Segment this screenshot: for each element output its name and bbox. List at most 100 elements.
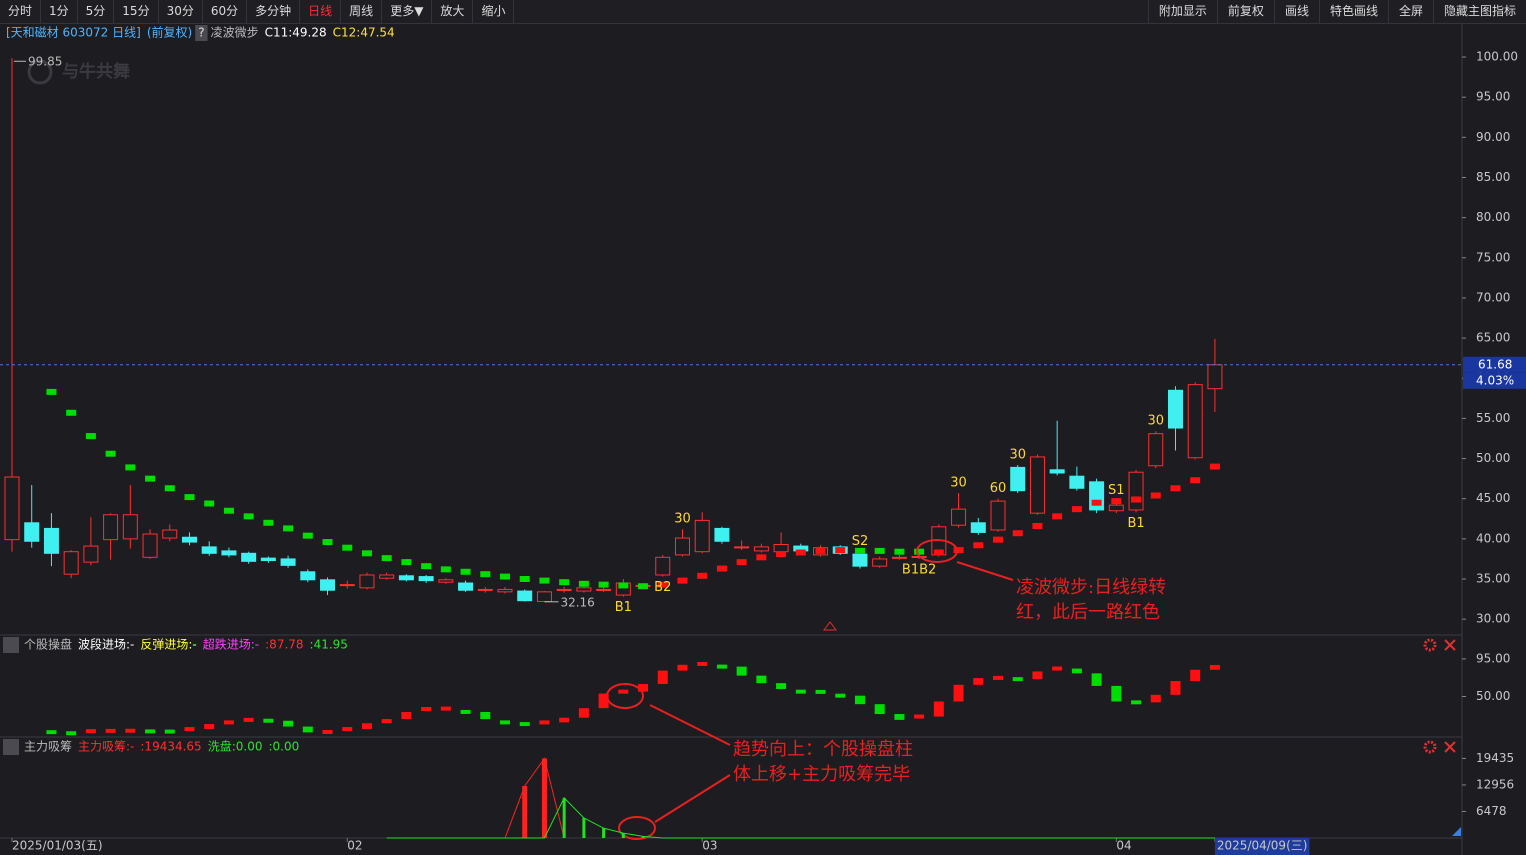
- signal-bar: [519, 576, 530, 583]
- candle-body: [1148, 433, 1164, 467]
- candle-body: [1049, 469, 1065, 474]
- indicator-bar: [894, 714, 905, 720]
- indicator-bar: [914, 714, 925, 719]
- help-box: [3, 637, 19, 653]
- indicator-bar: [1131, 700, 1142, 705]
- candle-body: [359, 574, 375, 589]
- candle-body: [872, 558, 888, 567]
- signal-bar: [697, 572, 708, 579]
- signal-bar: [1111, 498, 1122, 505]
- annotation: 趋势向上：个股操盘柱: [733, 739, 913, 760]
- signal-bar: [539, 577, 550, 584]
- close-icon[interactable]: [1444, 741, 1456, 753]
- close-x: [1444, 741, 1456, 753]
- candle-body: [852, 553, 868, 567]
- y-tick-label: 65.00: [1476, 331, 1510, 345]
- y-tick-label: 50.00: [1476, 451, 1510, 465]
- toolbar-button[interactable]: 周线: [341, 0, 383, 23]
- header-text: C12:47.54: [333, 26, 395, 40]
- toolbar-button[interactable]: 更多▼: [382, 0, 433, 23]
- indicator-bar: [854, 695, 865, 705]
- indicator-bar: [1012, 677, 1023, 682]
- x-label-highlight: [1214, 838, 1310, 855]
- change-label: 4.03%: [1476, 373, 1514, 387]
- signal-bar: [756, 554, 767, 561]
- toolbar-button[interactable]: 特色画线: [1318, 0, 1388, 23]
- close-x: [1444, 639, 1456, 651]
- marker-triangle: [823, 621, 837, 631]
- header-text: ?: [198, 26, 204, 40]
- indicator-bar: [243, 717, 254, 722]
- header-text: 洗盘:0.00: [208, 739, 263, 754]
- candle-body: [24, 522, 40, 542]
- toolbar-button[interactable]: 放大: [432, 0, 474, 23]
- indicator-bar: [657, 670, 668, 684]
- indicator-bar: [164, 729, 175, 734]
- signal-bar: [145, 475, 156, 482]
- settings-icon[interactable]: [1423, 740, 1437, 754]
- signal-bar: [302, 532, 313, 539]
- candle-body: [596, 588, 612, 591]
- indicator-bar: [361, 723, 372, 730]
- indicator-bar: [559, 717, 570, 723]
- toolbar-button[interactable]: 隐藏主图指标: [1432, 0, 1526, 23]
- low-label: 32.16: [560, 595, 594, 609]
- y-tick-label: 12956: [1476, 777, 1514, 791]
- signal-bar: [716, 565, 727, 572]
- annotation-pointer: [649, 704, 731, 746]
- toolbar-button[interactable]: 30分: [159, 0, 203, 23]
- change-box: [1463, 372, 1526, 389]
- corner-triangle: [1452, 827, 1461, 836]
- signal-bar: [815, 547, 826, 554]
- x-tick-label: 2025/04/09(三): [1217, 839, 1308, 853]
- signal-bar: [973, 542, 984, 549]
- signal-bar: [105, 450, 116, 457]
- toolbar-button[interactable]: 画线: [1273, 0, 1319, 23]
- close-icon[interactable]: [1444, 639, 1456, 651]
- signal-bar: [657, 581, 668, 588]
- x-tick-label: 03: [702, 839, 717, 853]
- indicator-bar: [66, 731, 77, 736]
- indicator-bar: [1190, 669, 1201, 682]
- toolbar-button[interactable]: 缩小: [473, 0, 515, 23]
- indicator-bar: [223, 720, 234, 725]
- signal-bar: [440, 566, 451, 573]
- toolbar-button[interactable]: 1分: [41, 0, 78, 23]
- toolbar-button[interactable]: 全屏: [1387, 0, 1433, 23]
- indicator-bar: [835, 693, 846, 698]
- gear: [1423, 740, 1437, 754]
- candle-body: [320, 579, 336, 591]
- candle-body: [142, 533, 158, 558]
- toolbar-button[interactable]: 附加显示: [1147, 0, 1217, 23]
- signal-bar: [125, 464, 136, 471]
- candle-body: [1167, 389, 1183, 429]
- annotation: 红，此后一路红色: [1016, 602, 1160, 623]
- candle-body: [576, 587, 592, 592]
- signal-bar: [85, 433, 96, 440]
- indicator-bar: [621, 833, 625, 838]
- toolbar-button[interactable]: 15分: [114, 0, 159, 23]
- toolbar-button[interactable]: 5分: [78, 0, 115, 23]
- toolbar-button[interactable]: 分时: [0, 0, 42, 23]
- y-tick-label: 75.00: [1476, 250, 1510, 264]
- signal-bar: [618, 582, 629, 589]
- settings-icon[interactable]: [1423, 638, 1437, 652]
- toolbar-button[interactable]: 多分钟: [247, 0, 301, 23]
- candle-body: [497, 588, 513, 593]
- toolbar-button[interactable]: 60分: [203, 0, 248, 23]
- signal-bar: [736, 559, 747, 566]
- signal-bar: [559, 579, 570, 586]
- toolbar-button[interactable]: 前复权: [1216, 0, 1274, 23]
- indicator-bar: [342, 727, 353, 732]
- indicator-bar: [815, 689, 826, 694]
- indicator-bar: [381, 719, 392, 724]
- signal-bar: [1052, 513, 1063, 520]
- header-text: :41.95: [310, 638, 348, 652]
- candle-body: [1128, 471, 1144, 511]
- toolbar-button[interactable]: 日线: [300, 0, 342, 23]
- signal-label: 30: [1147, 414, 1164, 429]
- gear: [1423, 638, 1437, 652]
- signal-label: S2: [852, 534, 869, 549]
- candle-body: [734, 546, 750, 549]
